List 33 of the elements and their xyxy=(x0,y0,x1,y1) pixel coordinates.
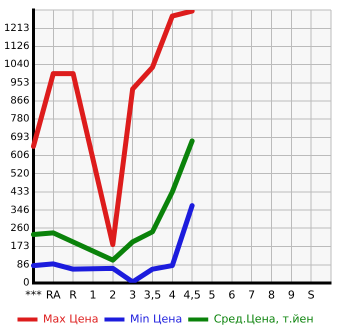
x-tick-label: 3 xyxy=(129,288,136,302)
y-tick-label: 1126 xyxy=(4,41,30,52)
y-tick-label: 173 xyxy=(10,241,30,252)
y-tick-label: 1040 xyxy=(4,59,30,70)
x-tick-label: 8 xyxy=(268,288,275,302)
y-tick-label: 520 xyxy=(10,168,30,180)
x-tick-label: 6 xyxy=(228,288,236,302)
y-tick-label: 606 xyxy=(10,150,30,162)
y-tick-label: 953 xyxy=(10,77,30,88)
y-tick-label: 780 xyxy=(10,114,30,125)
x-tick-label: 2 xyxy=(109,288,116,302)
y-tick-label: 86 xyxy=(16,259,30,270)
y-tick-label: 260 xyxy=(10,222,30,234)
y-tick-label: 0 xyxy=(23,277,30,288)
legend-label: Сред.Цена, т.йен xyxy=(214,312,314,326)
x-tick-label: 9 xyxy=(288,288,295,302)
x-tick-label: 4 xyxy=(168,288,176,302)
y-tick-label: 866 xyxy=(10,96,30,107)
x-tick-label: 7 xyxy=(248,288,256,302)
x-tick-label: RA xyxy=(46,288,62,302)
legend-label: Max Цена xyxy=(42,312,98,326)
x-tick-label: R xyxy=(69,288,78,302)
x-tick-label: 4,5 xyxy=(183,288,201,302)
x-tick-label: *** xyxy=(25,288,42,302)
y-tick-label: 1213 xyxy=(4,22,30,34)
x-tick-label: 3,5 xyxy=(144,288,162,302)
x-tick-label: 1 xyxy=(89,288,96,302)
y-tick-label: 433 xyxy=(10,186,30,198)
y-tick-label: 693 xyxy=(10,132,30,143)
legend-label: Min Цена xyxy=(130,312,182,326)
x-tick-label: 5 xyxy=(208,288,216,302)
y-tick-label: 346 xyxy=(10,204,30,216)
x-tick-label: S xyxy=(308,288,315,302)
